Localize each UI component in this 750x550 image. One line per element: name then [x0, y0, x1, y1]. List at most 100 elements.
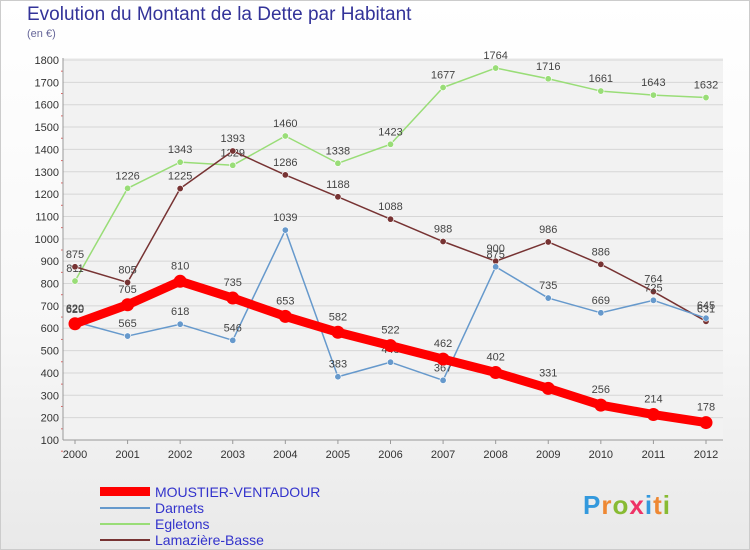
y-tick-label: 800 [41, 279, 59, 291]
data-label-moustier-ventadour: 331 [539, 367, 557, 379]
data-point-lamazi-re-basse [71, 263, 79, 271]
data-point-lamazi-re-basse [281, 171, 289, 179]
data-point-moustier-ventadour [646, 408, 660, 422]
y-tick-label: 600 [41, 323, 59, 335]
data-point-egletons [334, 159, 342, 167]
legend-swatch-moustier [100, 487, 150, 496]
data-label-lamazi-re-basse: 631 [697, 303, 715, 315]
data-label-darnets: 618 [171, 306, 189, 318]
y-tick-label: 1200 [35, 189, 59, 201]
proxiti-logo: Proxiti [583, 490, 671, 521]
data-point-moustier-ventadour [278, 309, 292, 323]
data-label-lamazi-re-basse: 1393 [221, 133, 245, 145]
data-label-moustier-ventadour: 178 [697, 402, 715, 414]
x-tick-label: 2010 [589, 449, 613, 461]
data-label-moustier-ventadour: 735 [224, 277, 242, 289]
data-point-moustier-ventadour [384, 339, 397, 353]
data-label-darnets: 565 [118, 318, 136, 330]
chart-title: Evolution du Montant de la Dette par Hab… [27, 4, 412, 25]
chart-subtitle: (en €) [27, 28, 56, 40]
x-tick-label: 2006 [378, 449, 402, 461]
x-tick-label: 2008 [483, 449, 507, 461]
data-label-darnets: 546 [224, 322, 242, 334]
data-point-darnets [386, 358, 394, 366]
data-point-moustier-ventadour [436, 352, 450, 366]
y-tick-label: 1500 [35, 122, 59, 134]
data-label-moustier-ventadour: 214 [644, 394, 662, 406]
data-point-egletons [229, 161, 237, 169]
y-tick-label: 500 [41, 346, 59, 358]
data-point-egletons [492, 64, 500, 72]
data-point-darnets [229, 336, 237, 344]
data-point-lamazi-re-basse [176, 185, 184, 193]
x-tick-label: 2005 [326, 449, 350, 461]
y-tick-label: 1300 [35, 167, 59, 179]
data-label-moustier-ventadour: 705 [118, 284, 136, 296]
legend-label: Egletons [155, 516, 210, 532]
y-tick-label: 300 [41, 390, 59, 402]
plot-area [63, 58, 723, 440]
data-label-egletons: 1716 [536, 61, 560, 73]
data-point-darnets [281, 226, 289, 234]
legend-swatch-lamaziere [100, 539, 150, 541]
data-label-lamazi-re-basse: 988 [434, 224, 452, 236]
data-label-moustier-ventadour: 462 [434, 338, 452, 350]
data-point-moustier-ventadour [699, 416, 713, 430]
data-point-darnets [176, 320, 184, 328]
data-point-lamazi-re-basse [386, 215, 394, 223]
data-point-egletons [281, 132, 289, 140]
data-label-darnets: 1039 [273, 212, 297, 224]
data-label-egletons: 1643 [641, 77, 665, 89]
logo-letter: i [644, 490, 654, 520]
data-point-egletons [702, 94, 710, 102]
data-point-darnets [492, 263, 500, 271]
data-label-darnets: 629 [66, 304, 84, 316]
data-label-egletons: 1661 [589, 73, 613, 85]
y-tick-label: 700 [41, 301, 59, 313]
data-label-darnets: 875 [486, 249, 504, 261]
data-label-egletons: 1423 [378, 126, 402, 138]
data-label-lamazi-re-basse: 1088 [378, 201, 402, 213]
data-point-darnets [597, 309, 605, 317]
y-tick-label: 400 [41, 368, 59, 380]
y-tick-label: 900 [41, 256, 59, 268]
logo-letter: P [583, 490, 602, 520]
data-label-lamazi-re-basse: 900 [486, 243, 504, 255]
data-label-lamazi-re-basse: 986 [539, 224, 557, 236]
data-point-lamazi-re-basse [334, 193, 342, 201]
data-label-darnets: 669 [592, 295, 610, 307]
data-point-egletons [544, 75, 552, 83]
legend-swatch-darnets [100, 507, 150, 509]
data-point-egletons [386, 140, 394, 148]
data-point-moustier-ventadour [541, 381, 555, 395]
y-tick-label: 100 [41, 435, 59, 447]
data-label-moustier-ventadour: 256 [592, 384, 610, 396]
logo-letter: i [662, 490, 671, 520]
data-point-lamazi-re-basse [439, 238, 447, 246]
data-point-darnets [649, 296, 657, 304]
data-label-egletons: 1460 [273, 118, 297, 130]
x-tick-label: 2004 [273, 449, 297, 461]
logo-letter: x [629, 490, 645, 520]
data-point-darnets [439, 376, 447, 384]
data-label-moustier-ventadour: 653 [276, 295, 294, 307]
data-label-lamazi-re-basse: 886 [592, 246, 610, 258]
data-label-lamazi-re-basse: 1225 [168, 171, 192, 183]
x-tick-label: 2003 [221, 449, 245, 461]
data-label-egletons: 1226 [115, 170, 139, 182]
data-point-darnets [544, 294, 552, 302]
data-label-darnets: 735 [539, 280, 557, 292]
data-point-lamazi-re-basse [597, 260, 605, 268]
data-point-moustier-ventadour [173, 274, 187, 288]
y-tick-label: 200 [41, 413, 59, 425]
data-label-darnets: 645 [697, 300, 715, 312]
y-tick-label: 1800 [35, 55, 59, 67]
data-label-moustier-ventadour: 810 [171, 260, 189, 272]
y-tick-label: 1700 [35, 77, 59, 89]
legend-label: Lamazière-Basse [155, 532, 264, 548]
data-point-darnets [334, 373, 342, 381]
data-point-moustier-ventadour [226, 291, 240, 305]
logo-letter: t [653, 490, 663, 520]
data-point-egletons [71, 277, 79, 285]
